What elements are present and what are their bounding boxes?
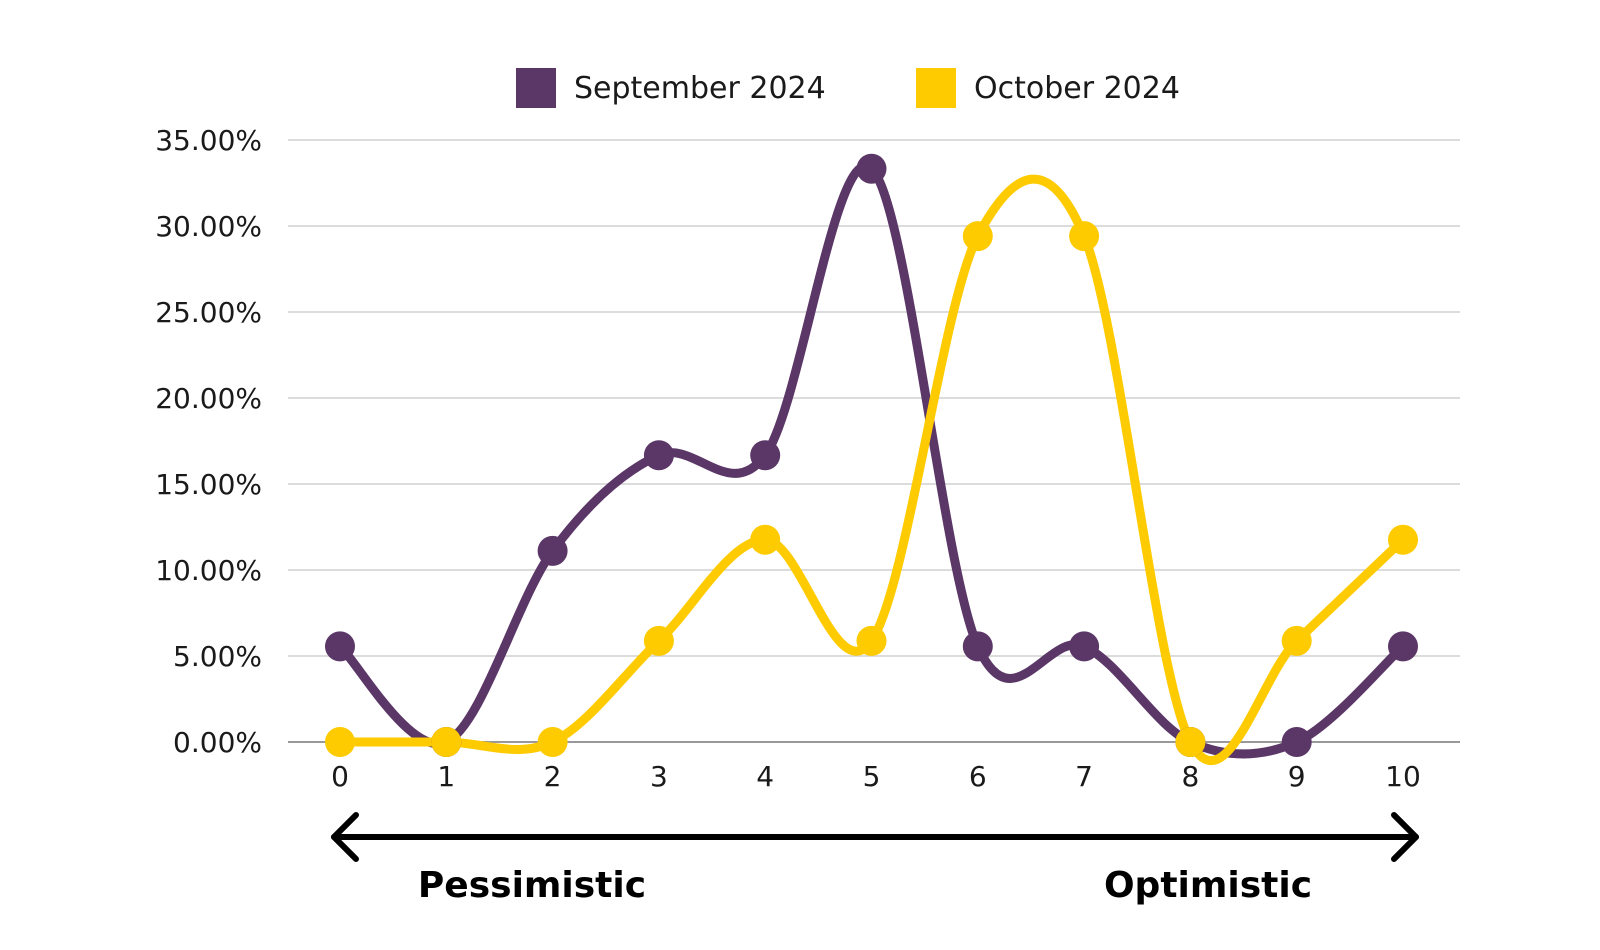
x-tick-label: 2 xyxy=(544,760,562,793)
scale-arrow-left-head xyxy=(331,812,359,862)
series-points xyxy=(325,153,1418,757)
data-point-october-2024 xyxy=(1069,221,1100,252)
x-tick-label: 9 xyxy=(1288,760,1306,793)
data-point-october-2024 xyxy=(325,727,355,757)
data-point-october-2024 xyxy=(1388,524,1418,555)
scale-arrow xyxy=(331,812,1419,862)
data-point-september-2024 xyxy=(1069,631,1100,662)
data-point-september-2024 xyxy=(537,535,568,566)
y-tick-label: 20.00% xyxy=(155,382,262,415)
data-point-september-2024 xyxy=(643,440,674,471)
y-tick-label: 10.00% xyxy=(155,554,262,587)
data-point-october-2024 xyxy=(1281,625,1312,656)
x-axis-ticks: 0 1 2 3 4 5 6 7 8 9 10 xyxy=(331,760,1421,793)
y-tick-label: 15.00% xyxy=(155,468,262,501)
data-point-september-2024 xyxy=(325,631,355,662)
y-tick-label: 25.00% xyxy=(155,296,262,329)
x-tick-label: 6 xyxy=(969,760,987,793)
data-point-october-2024 xyxy=(643,625,674,656)
data-point-october-2024 xyxy=(537,727,568,757)
legend-label: September 2024 xyxy=(574,71,826,106)
data-point-september-2024 xyxy=(1281,727,1312,757)
legend-label: October 2024 xyxy=(974,71,1180,106)
series-lines xyxy=(335,161,1408,765)
data-point-october-2024 xyxy=(962,221,993,252)
series-line-october-2024 xyxy=(335,174,1408,765)
gridlines xyxy=(288,139,1460,743)
data-point-september-2024 xyxy=(750,440,781,471)
x-tick-label: 8 xyxy=(1181,760,1199,793)
legend: September 2024 October 2024 xyxy=(516,68,1180,108)
y-tick-label: 0.00% xyxy=(173,726,262,759)
data-point-october-2024 xyxy=(431,727,462,757)
y-tick-label: 35.00% xyxy=(155,124,262,157)
x-tick-label: 5 xyxy=(863,760,881,793)
data-point-october-2024 xyxy=(1175,727,1206,757)
y-axis-ticks: 0.00% 5.00% 10.00% 15.00% 20.00% 25.00% 30.00%… xyxy=(155,124,262,759)
data-point-october-2024 xyxy=(856,625,887,656)
x-tick-label: 3 xyxy=(650,760,668,793)
legend-swatch xyxy=(516,68,556,108)
y-tick-label: 5.00% xyxy=(173,640,262,673)
legend-swatch xyxy=(916,68,956,108)
x-tick-label: 4 xyxy=(756,760,774,793)
data-point-september-2024 xyxy=(962,631,993,662)
x-tick-label: 7 xyxy=(1075,760,1093,793)
y-tick-label: 30.00% xyxy=(155,210,262,243)
x-tick-label: 10 xyxy=(1385,760,1421,793)
scale-arrow-right-head xyxy=(1391,812,1419,862)
pessimistic-label: Pessimistic xyxy=(418,865,646,906)
series-line-september-2024 xyxy=(335,161,1408,759)
data-point-september-2024 xyxy=(1388,631,1418,662)
x-tick-label: 1 xyxy=(437,760,455,793)
optimistic-label: Optimistic xyxy=(1104,865,1312,906)
x-tick-label: 0 xyxy=(331,760,349,793)
data-point-october-2024 xyxy=(750,524,781,555)
data-point-september-2024 xyxy=(856,153,887,184)
